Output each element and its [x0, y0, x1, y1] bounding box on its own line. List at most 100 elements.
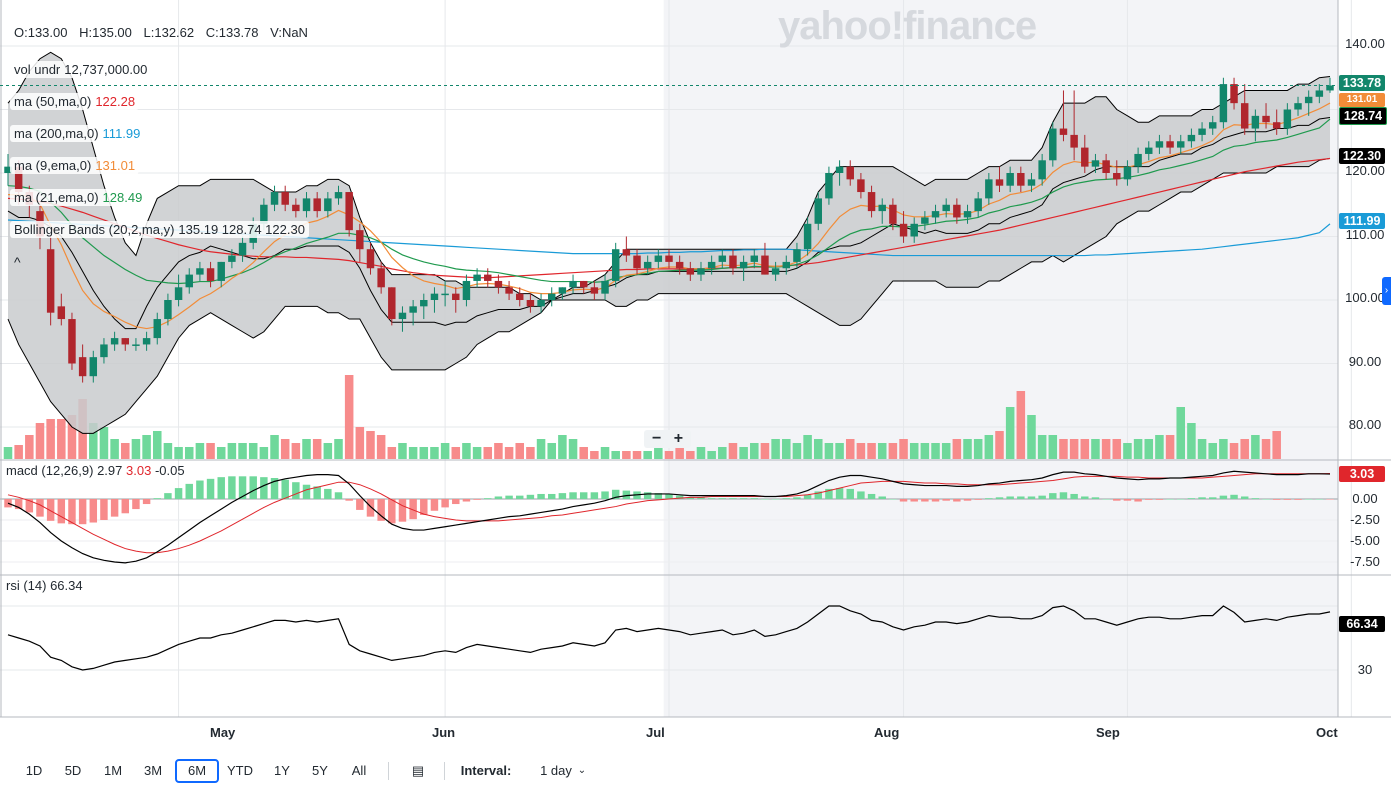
candle-body	[132, 344, 140, 346]
candle-body	[537, 300, 545, 307]
legend-ma50[interactable]: ma (50,ma,0) 122.28	[10, 93, 140, 110]
macd-histogram-bar	[739, 498, 748, 499]
chevron-down-icon[interactable]: ⌄	[577, 765, 587, 776]
volume-bar	[174, 447, 183, 459]
collapse-legend-icon[interactable]: ^	[14, 254, 21, 270]
legend-macd[interactable]: macd (12,26,9) 2.97 3.03 -0.05	[2, 462, 189, 479]
range-button-1m[interactable]: 1M	[103, 763, 123, 778]
macd-histogram-bar	[153, 498, 161, 499]
volume-bar	[3, 447, 13, 459]
volume-bar	[312, 439, 322, 459]
candle-body	[292, 204, 300, 212]
macd-histogram-bar	[1304, 499, 1313, 500]
candle-body	[825, 173, 833, 199]
candle-body	[899, 223, 908, 237]
macd-value: 2.97	[97, 463, 123, 478]
candle-body	[1134, 153, 1142, 167]
zoom-out-button[interactable]: −	[652, 430, 662, 447]
volume-bar	[1229, 443, 1239, 459]
toolbar-divider	[444, 762, 445, 780]
candle-body	[409, 306, 417, 313]
volume-bar	[35, 423, 45, 459]
interval-select[interactable]: 1 day	[536, 759, 576, 783]
interval-value: 1 day	[540, 763, 572, 778]
volume-bar	[238, 443, 247, 459]
candle-body	[1091, 160, 1100, 167]
macd-histogram-bar	[963, 499, 972, 501]
candle-body	[1198, 128, 1206, 135]
volume-bar	[1261, 439, 1271, 459]
range-button-5y[interactable]: 5Y	[312, 763, 328, 778]
legend-vol-undr[interactable]: vol undr 12,737,000.00	[10, 61, 152, 78]
macd-histogram-bar	[857, 491, 865, 499]
range-button-5d[interactable]: 5D	[64, 763, 82, 778]
price-tick: 140.00	[1345, 36, 1385, 51]
legend-ema9[interactable]: ma (9,ema,0) 131.01	[10, 157, 140, 174]
candle-body	[1049, 128, 1057, 161]
volume-bar	[686, 451, 695, 459]
macd-line	[7, 470, 1331, 564]
candle-body	[302, 198, 311, 212]
candle-body	[516, 293, 524, 300]
range-button-all[interactable]: All	[351, 763, 367, 778]
macd-histogram-bar	[579, 492, 588, 499]
candle-body	[100, 344, 108, 358]
price-tick: 120.00	[1345, 163, 1385, 178]
zoom-in-button[interactable]: +	[673, 430, 684, 447]
volume-bar	[1219, 439, 1228, 459]
rsi-tag: 66.34	[1339, 616, 1385, 632]
legend-rsi[interactable]: rsi (14) 66.34	[2, 577, 87, 594]
expand-panel-chevron-icon[interactable]: ›	[1382, 277, 1391, 305]
candle-body	[995, 179, 1004, 186]
legend-bollinger[interactable]: Bollinger Bands (20,2,ma,y) 135.19 128.74…	[10, 221, 309, 238]
macd-histogram-bar	[1027, 496, 1036, 499]
legend-ma200[interactable]: ma (200,ma,0) 111.99	[10, 125, 145, 142]
volume-bar	[1176, 407, 1186, 459]
legend-ema21[interactable]: ma (21,ema,0) 128.49	[10, 189, 147, 206]
price-tick: 100.00	[1345, 290, 1385, 305]
volume-bar	[1144, 439, 1154, 459]
macd-histogram-bar	[921, 499, 929, 502]
calendar-icon[interactable]: ▤	[411, 763, 425, 778]
candle-body	[68, 319, 76, 364]
macd-histogram-bar	[430, 499, 439, 511]
macd-histogram-bar	[1059, 492, 1068, 499]
legend-label: ma (9,ema,0)	[14, 158, 92, 173]
candle-body	[643, 261, 652, 269]
macd-histogram-bar	[729, 498, 737, 499]
volume-bar	[579, 447, 588, 459]
volume-bar	[1112, 439, 1122, 459]
range-button-1d[interactable]: 1D	[25, 763, 43, 778]
candle-body	[1155, 141, 1164, 148]
candle-body	[1006, 173, 1014, 186]
volume-bar	[483, 447, 493, 459]
volume-bar	[845, 439, 855, 459]
macd-histogram-bar	[356, 499, 364, 510]
range-button-ytd[interactable]: YTD	[227, 763, 253, 778]
volume-bar	[376, 435, 386, 459]
macd-histogram-bar	[36, 499, 44, 517]
macd-histogram-bar	[761, 499, 769, 500]
range-button-3m[interactable]: 3M	[143, 763, 163, 778]
range-button-6m[interactable]: 6M	[175, 759, 219, 783]
macd-histogram-bar	[174, 488, 183, 499]
macd-histogram-bar	[1198, 497, 1206, 499]
volume-bar	[1251, 435, 1260, 459]
volume-bar	[1080, 439, 1090, 459]
volume-bar	[792, 443, 802, 459]
candle-body	[110, 338, 119, 345]
price-tick: 90.00	[1348, 354, 1382, 369]
volume-bar	[1091, 439, 1100, 459]
macd-histogram-bar	[185, 483, 193, 499]
volume-bar	[654, 447, 663, 459]
macd-histogram-bar	[292, 482, 300, 499]
volume-bar	[440, 443, 450, 459]
candle-body	[270, 192, 279, 205]
candle-body	[622, 249, 631, 256]
legend-value: 128.49	[102, 190, 143, 205]
range-button-1y[interactable]: 1Y	[274, 763, 290, 778]
candle-body	[547, 293, 556, 300]
candle-body	[1294, 103, 1302, 110]
macd-histogram-bar	[25, 499, 34, 513]
